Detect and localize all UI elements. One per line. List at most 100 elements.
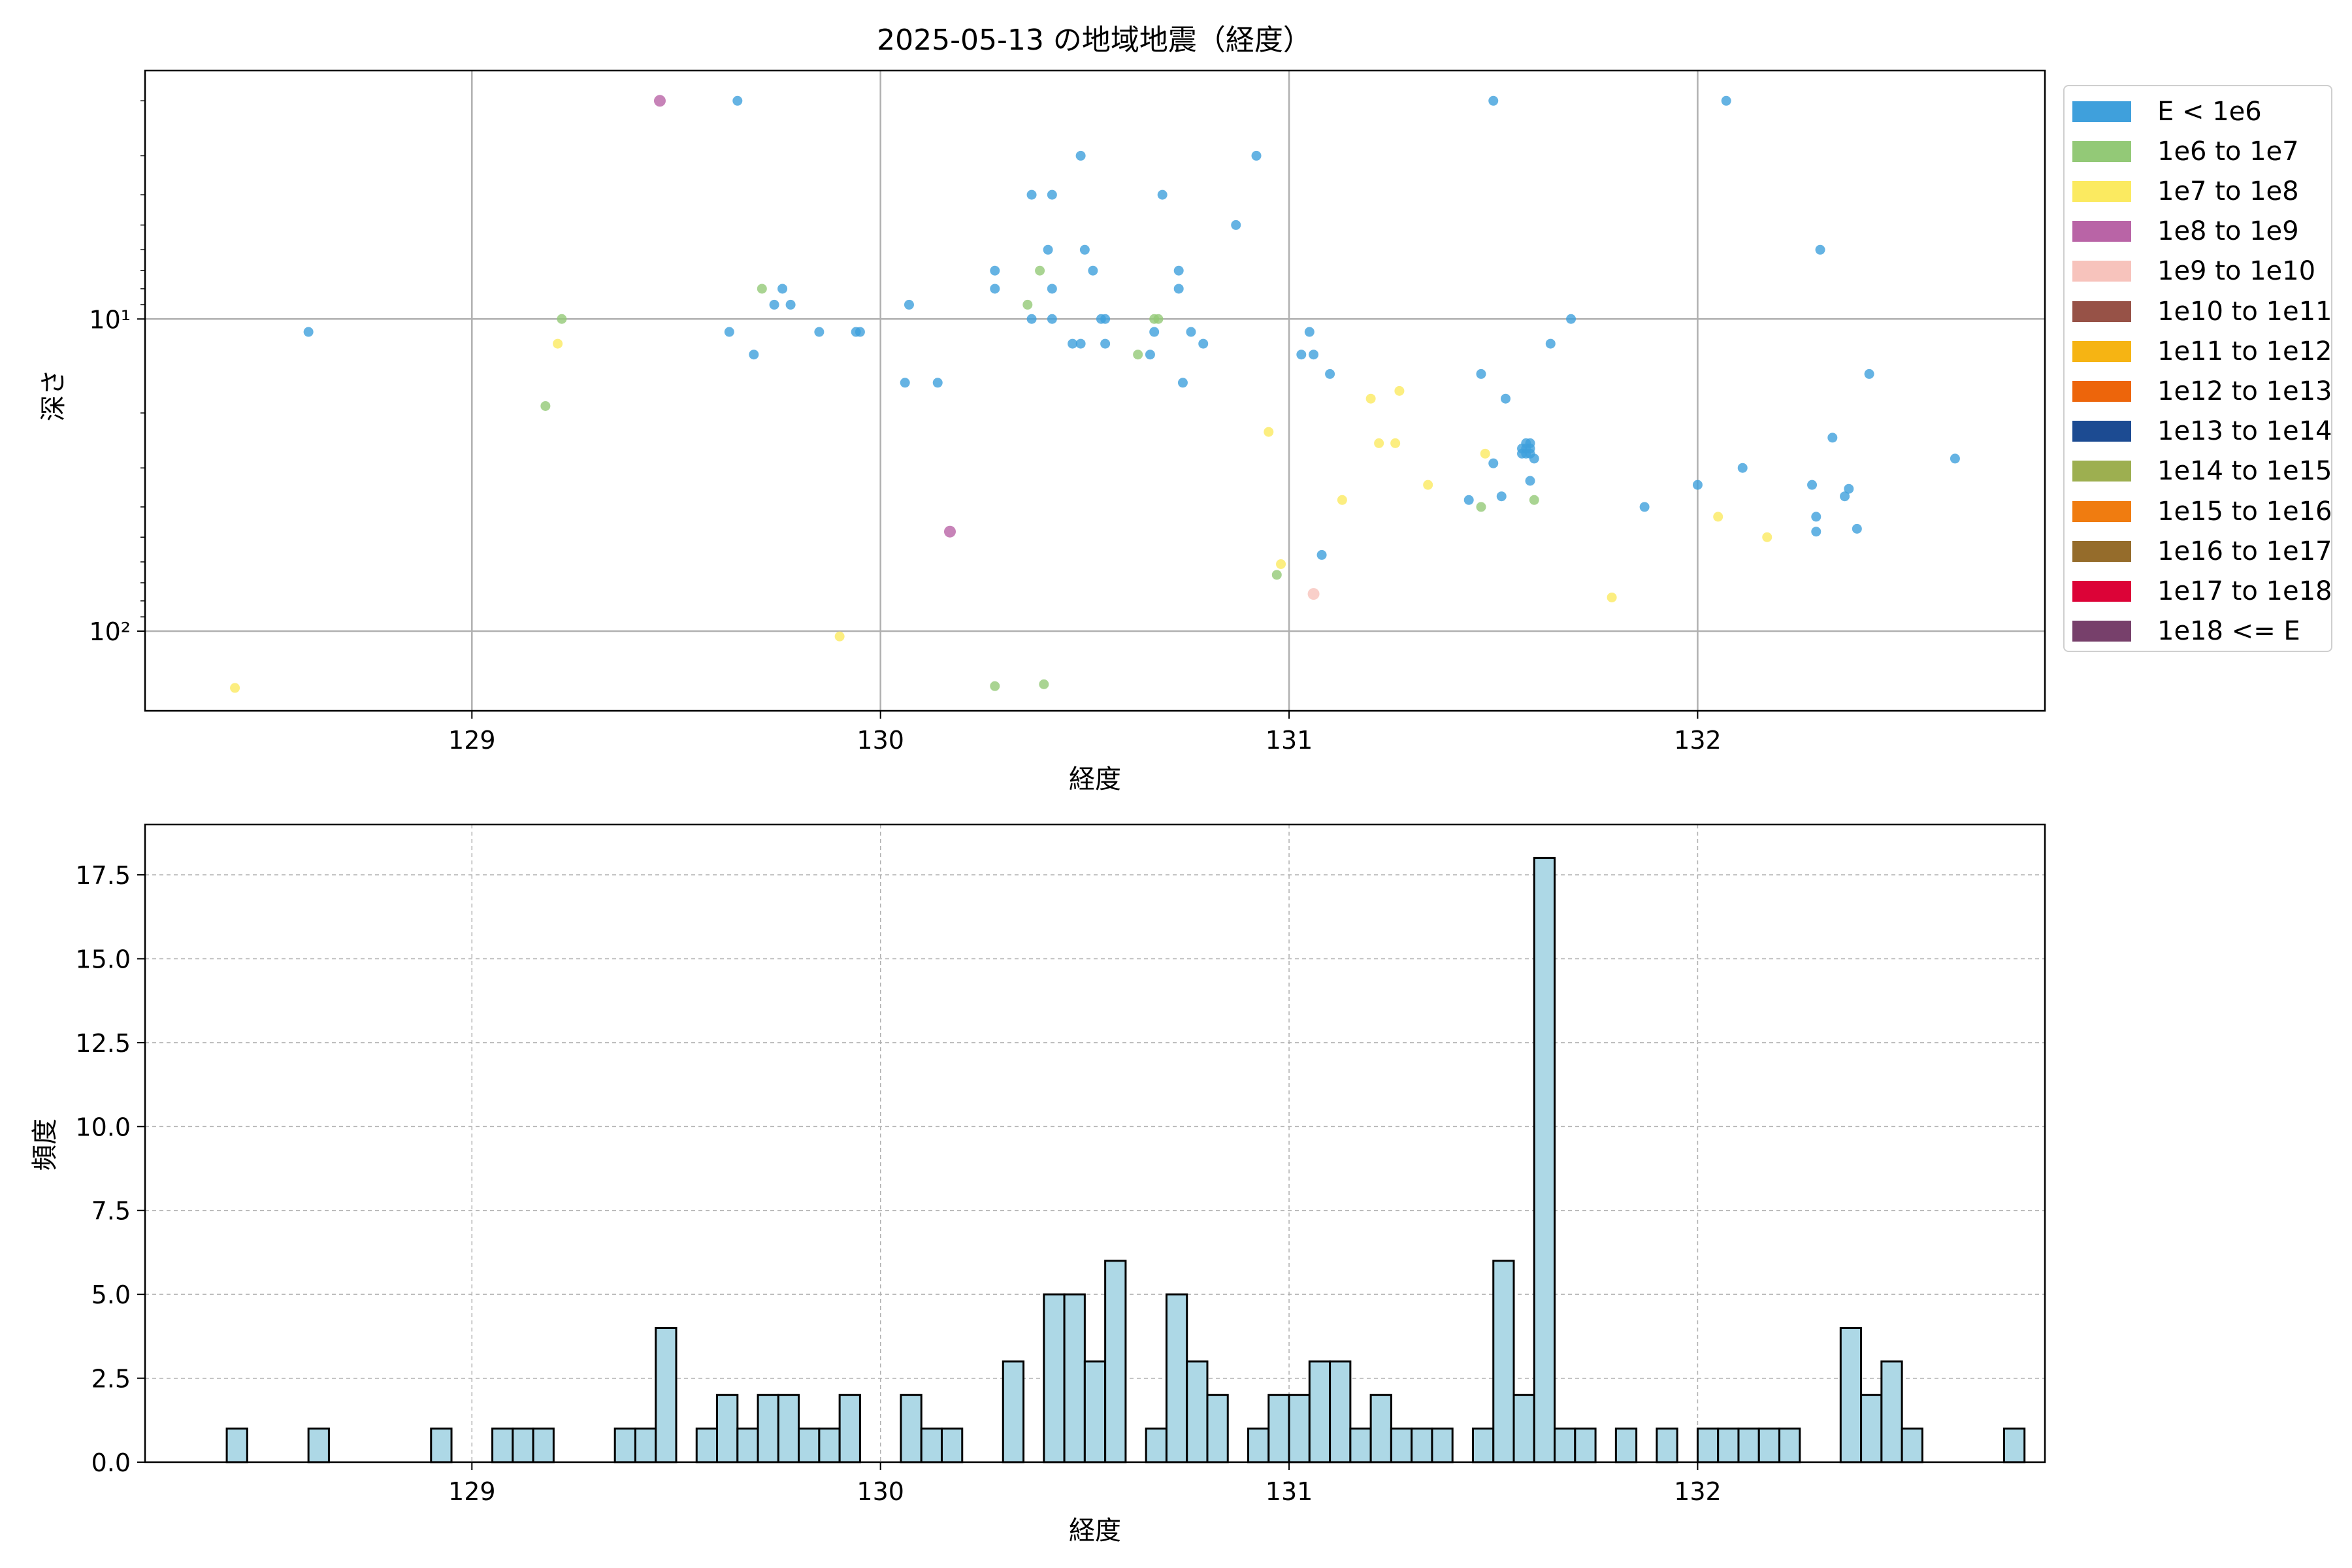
scatter-point: [303, 327, 314, 337]
scatter-point: [1079, 244, 1090, 255]
hist-y-tick-label: 0.0: [91, 1448, 131, 1477]
hist-y-axis-label: 頻度: [30, 1119, 60, 1171]
scatter-x-tick-label: 130: [857, 726, 904, 755]
legend-item: 1e8 to 1e9: [2065, 212, 2299, 252]
legend-swatch: [2072, 301, 2131, 322]
histogram-bar: [1247, 1428, 1270, 1463]
hist-y-tick-label: 10.0: [75, 1113, 131, 1141]
scatter-point: [1517, 448, 1527, 459]
histogram-bar: [1329, 1360, 1352, 1463]
scatter-point: [1153, 314, 1164, 324]
histogram-bar: [1471, 1428, 1495, 1463]
legend-label: 1e11 to 1e12: [2157, 336, 2332, 367]
scatter-point: [904, 299, 914, 310]
legend-item: 1e6 to 1e7: [2065, 131, 2299, 171]
scatter-point: [1374, 438, 1384, 448]
histogram-bar: [307, 1428, 330, 1463]
scatter-point: [1737, 463, 1748, 473]
legend-swatch: [2072, 101, 2131, 122]
scatter-point: [1811, 512, 1821, 522]
scatter-point: [1100, 314, 1111, 324]
scatter-point: [1762, 532, 1772, 542]
histogram-bar: [2002, 1428, 2026, 1463]
scatter-point: [1394, 385, 1405, 396]
scatter-title: 2025-05-13 の地域地震（経度）: [877, 24, 1312, 57]
scatter-point: [1022, 299, 1033, 310]
scatter-point: [557, 314, 567, 324]
scatter-grid: [145, 71, 2045, 711]
legend-swatch: [2072, 580, 2131, 602]
histogram-bar: [920, 1428, 943, 1463]
scatter-points: [230, 95, 1960, 693]
scatter-point: [932, 378, 943, 388]
scatter-point: [1043, 244, 1053, 255]
histogram-bar: [1165, 1293, 1188, 1463]
histogram-bar: [655, 1327, 678, 1463]
scatter-point: [1721, 95, 1731, 106]
scatter-point: [1149, 327, 1160, 337]
scatter-point: [1713, 512, 1723, 522]
histogram-bar: [1083, 1360, 1107, 1463]
hist-y-tick-label: 2.5: [91, 1365, 131, 1394]
histogram-bar: [491, 1428, 514, 1463]
legend-swatch: [2072, 621, 2131, 642]
histogram-bar: [1288, 1394, 1311, 1463]
histogram-bar: [1369, 1394, 1392, 1463]
legend-item: 1e9 to 1e10: [2065, 252, 2315, 291]
scatter-point: [1529, 495, 1539, 505]
histogram-bar: [613, 1428, 636, 1463]
hist-x-tick-label: 129: [448, 1477, 496, 1506]
scatter-point: [1807, 480, 1818, 490]
legend-swatch: [2072, 540, 2131, 562]
scatter-point: [1198, 338, 1209, 349]
scatter-point: [1607, 592, 1617, 602]
histogram-bar: [1390, 1428, 1413, 1463]
histogram-bar: [1206, 1394, 1229, 1463]
histogram-bar: [1043, 1293, 1066, 1463]
scatter-point: [1476, 368, 1486, 379]
legend-label: 1e18 <= E: [2157, 616, 2300, 647]
scatter-point: [540, 400, 551, 411]
legend-item: 1e7 to 1e8: [2065, 171, 2299, 211]
histogram-bar: [1267, 1394, 1290, 1463]
scatter-point: [1157, 189, 1168, 200]
scatter-point: [1476, 502, 1486, 512]
scatter-point: [1026, 189, 1037, 200]
histogram-bar: [1696, 1428, 1720, 1463]
histogram-bar: [430, 1428, 453, 1463]
scatter-x-axis-label: 経度: [1069, 764, 1121, 794]
scatter-point: [1047, 314, 1057, 324]
histogram-bar: [634, 1428, 657, 1463]
legend-label: 1e13 to 1e14: [2157, 416, 2332, 447]
legend-item: E < 1e6: [2065, 91, 2262, 131]
scatter-point: [1100, 338, 1111, 349]
histogram-bar: [1411, 1428, 1433, 1463]
legend-label: E < 1e6: [2157, 96, 2262, 127]
scatter-x-tick-label: 131: [1266, 726, 1313, 755]
scatter-point: [1488, 458, 1499, 468]
scatter-point: [1035, 265, 1045, 276]
hist-axes-frame: [144, 823, 2046, 1463]
scatter-point: [1276, 559, 1286, 569]
histogram-bar: [1901, 1428, 1923, 1463]
histogram-bar: [1349, 1428, 1372, 1463]
scatter-point: [1325, 368, 1335, 379]
scatter-point: [1075, 150, 1086, 161]
scatter-point: [1840, 491, 1850, 502]
legend-item: 1e17 to 1e18: [2065, 571, 2332, 611]
scatter-point: [1068, 338, 1078, 349]
hist-y-tick-label: 7.5: [91, 1197, 131, 1226]
legend-swatch: [2072, 180, 2131, 202]
scatter-point: [814, 327, 825, 337]
histogram-bar: [532, 1428, 555, 1463]
legend-swatch: [2072, 221, 2131, 242]
scatter-point: [1844, 483, 1854, 494]
hist-x-tick-label: 130: [857, 1477, 904, 1506]
scatter-point: [1075, 338, 1086, 349]
scatter-point: [1133, 350, 1143, 360]
histogram-bar: [1717, 1428, 1740, 1463]
histogram-bar: [695, 1428, 719, 1463]
scatter-y-axis-label: 深さ: [39, 369, 69, 421]
scatter-point: [1639, 502, 1650, 512]
